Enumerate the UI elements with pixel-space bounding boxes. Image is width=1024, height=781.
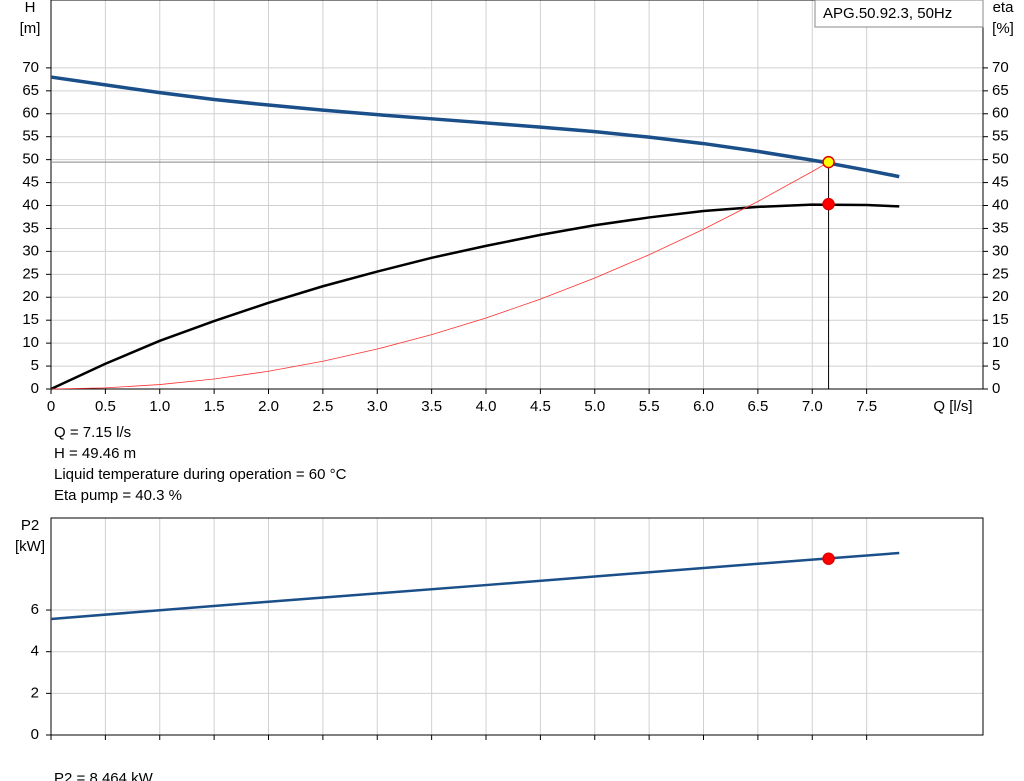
y2-tick-label: 65 — [992, 82, 1009, 99]
x-tick-label: 1.0 — [149, 398, 170, 415]
y2-tick-label: 60 — [992, 105, 1009, 122]
x-tick-label: 3.5 — [421, 398, 442, 415]
plot-frame — [50, 0, 984, 390]
y-tick-label: 30 — [22, 242, 39, 259]
y-tick-label: 70 — [22, 59, 39, 76]
legend-label: APG.50.92.3, 50Hz — [823, 5, 952, 22]
y2-axis-unit: [%] — [992, 20, 1014, 37]
x-tick-label: 5.0 — [584, 398, 605, 415]
y-tick-label: 50 — [22, 151, 39, 168]
x-tick-label: 5.5 — [639, 398, 660, 415]
y-tick-label: 5 — [31, 357, 39, 374]
x-tick-label: 1.5 — [204, 398, 225, 415]
x-tick-label: 7.5 — [856, 398, 877, 415]
x-tick-label: 2.0 — [258, 398, 279, 415]
y2-tick-label: 70 — [992, 59, 1009, 76]
plot-frame — [50, 517, 984, 736]
y-tick-label: 15 — [22, 311, 39, 328]
y-tick-label: 10 — [22, 334, 39, 351]
operating-point — [822, 197, 835, 211]
x-axis-label: Q [l/s] — [933, 398, 972, 415]
y2-tick-label: 0 — [992, 380, 1000, 397]
y-tick-label: 60 — [22, 105, 39, 122]
y2-tick-label: 10 — [992, 334, 1009, 351]
y-tick-label: 0 — [31, 380, 39, 397]
y-axis-label: H — [25, 0, 36, 16]
info-text: Liquid temperature during operation = 60… — [54, 466, 347, 483]
y-tick-label: 35 — [22, 219, 39, 236]
x-tick-label: 4.5 — [530, 398, 551, 415]
y-tick-label: 0 — [31, 726, 39, 743]
x-tick-label: 4.0 — [476, 398, 497, 415]
y-tick-label: 2 — [31, 684, 39, 701]
y-tick-label: 25 — [22, 265, 39, 282]
y-tick-label: 4 — [31, 643, 39, 660]
info-text: H = 49.46 m — [54, 445, 136, 462]
y2-tick-label: 50 — [992, 151, 1009, 168]
y2-tick-label: 25 — [992, 265, 1009, 282]
x-tick-label: 0 — [47, 398, 55, 415]
y2-tick-label: 15 — [992, 311, 1009, 328]
y-tick-label: 40 — [22, 196, 39, 213]
operating-point — [822, 155, 835, 169]
y2-axis-label: eta — [993, 0, 1015, 16]
info-text: Eta pump = 40.3 % — [54, 487, 182, 504]
y2-tick-label: 30 — [992, 242, 1009, 259]
y2-tick-label: 55 — [992, 128, 1009, 145]
y-axis-unit: [m] — [20, 20, 41, 37]
y-axis-label: P2 — [21, 517, 39, 534]
legend-box — [814, 0, 984, 28]
y2-tick-label: 35 — [992, 219, 1009, 236]
y2-tick-label: 5 — [992, 357, 1000, 374]
y-tick-label: 20 — [22, 288, 39, 305]
info-text: Q = 7.15 l/s — [54, 424, 131, 441]
curve — [50, 161, 829, 390]
curve — [50, 551, 900, 621]
x-tick-label: 7.0 — [802, 398, 823, 415]
curve — [50, 75, 900, 179]
y-tick-label: 55 — [22, 128, 39, 145]
info-text: P2 = 8.464 kW — [54, 770, 154, 781]
y-tick-label: 6 — [31, 601, 39, 618]
x-tick-label: 6.0 — [693, 398, 714, 415]
y-tick-label: 45 — [22, 174, 39, 191]
y2-tick-label: 20 — [992, 288, 1009, 305]
x-tick-label: 3.0 — [367, 398, 388, 415]
curve — [50, 203, 900, 391]
x-tick-label: 6.5 — [747, 398, 768, 415]
y2-tick-label: 45 — [992, 174, 1009, 191]
operating-point — [822, 552, 835, 565]
y-tick-label: 65 — [22, 82, 39, 99]
x-tick-label: 2.5 — [312, 398, 333, 415]
y-axis-unit: [kW] — [15, 538, 45, 555]
y2-tick-label: 40 — [992, 196, 1009, 213]
x-tick-label: 0.5 — [95, 398, 116, 415]
